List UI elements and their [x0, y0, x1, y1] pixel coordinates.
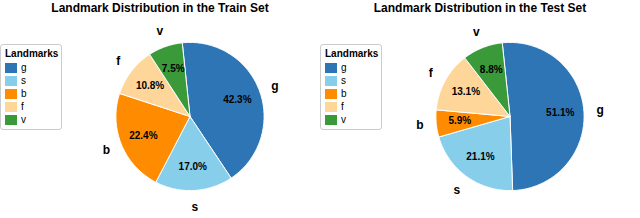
- svg-text:g: g: [271, 79, 278, 93]
- svg-text:13.1%: 13.1%: [452, 86, 480, 97]
- html-text:b: b: [21, 88, 27, 99]
- svg-text:22.4%: 22.4%: [129, 130, 157, 141]
- html-text:Landmarks: Landmarks: [5, 48, 59, 59]
- svg-text:21.1%: 21.1%: [466, 151, 494, 162]
- html-text:Landmarks: Landmarks: [325, 48, 379, 59]
- html-text:v: v: [341, 114, 346, 125]
- svg-text:b: b: [103, 143, 110, 157]
- svg-text:f: f: [116, 54, 121, 68]
- html-text:f: f: [21, 101, 24, 112]
- svg-text:s: s: [192, 200, 199, 214]
- svg-text:b: b: [416, 118, 423, 132]
- html-text:Landmark Distribution in the T: Landmark Distribution in the Train Set: [51, 1, 269, 15]
- html-text:s: s: [21, 75, 26, 86]
- svg-text:7.5%: 7.5%: [162, 63, 185, 74]
- svg-text:8.8%: 8.8%: [480, 64, 503, 75]
- svg-text:17.0%: 17.0%: [179, 161, 207, 172]
- html-text:b: b: [341, 88, 347, 99]
- html-text:g: g: [341, 62, 347, 73]
- svg-text:f: f: [429, 66, 434, 80]
- svg-text:10.8%: 10.8%: [136, 80, 164, 91]
- svg-text:42.3%: 42.3%: [223, 94, 251, 105]
- svg-text:51.1%: 51.1%: [546, 107, 574, 118]
- svg-text:g: g: [596, 103, 603, 117]
- svg-text:v: v: [156, 24, 163, 38]
- svg-text:5.9%: 5.9%: [448, 115, 471, 126]
- html-text:f: f: [341, 101, 344, 112]
- html-text:v: v: [21, 114, 26, 125]
- html-text:g: g: [21, 62, 27, 73]
- svg-text:s: s: [454, 183, 461, 197]
- html-text:s: s: [341, 75, 346, 86]
- html-text:Landmark Distribution in the T: Landmark Distribution in the Test Set: [373, 1, 587, 15]
- svg-text:v: v: [473, 25, 480, 39]
